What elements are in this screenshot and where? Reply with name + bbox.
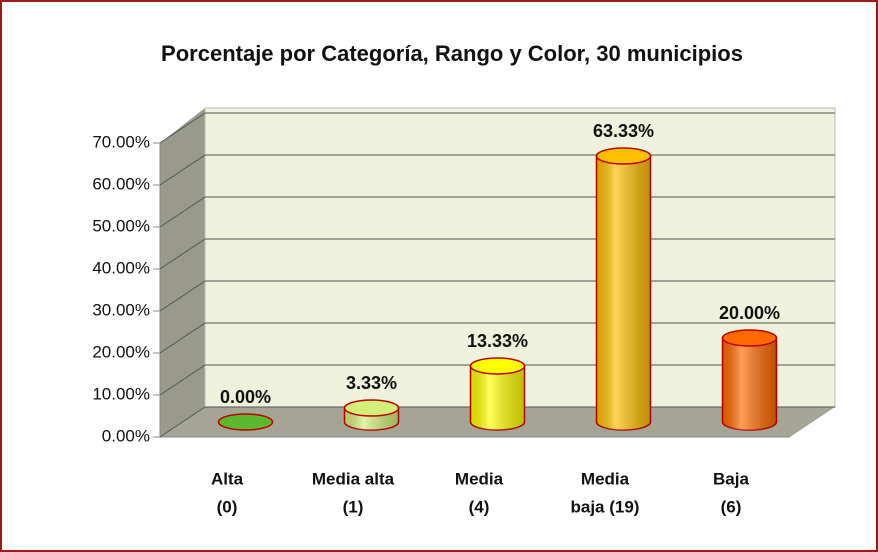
y-tick-label: 50.00% — [92, 216, 150, 235]
grid-line — [159, 364, 206, 396]
value-label: 63.33% — [593, 121, 654, 141]
bar — [469, 357, 526, 431]
grid-line — [159, 406, 206, 438]
grid-line — [159, 322, 206, 354]
grid-line — [159, 238, 206, 270]
grid-line — [159, 154, 206, 186]
bar — [721, 329, 778, 431]
y-tick-label: 20.00% — [92, 342, 150, 361]
x-tick-label: Media — [455, 469, 504, 488]
bar-shade — [596, 156, 651, 430]
y-tick-label: 10.00% — [92, 384, 150, 403]
y-tick-label: 70.00% — [92, 132, 150, 151]
x-tick-label: Alta — [211, 469, 244, 488]
bar-top — [595, 147, 652, 165]
y-tick-label: 30.00% — [92, 300, 150, 319]
side-wall — [160, 108, 205, 437]
bar-top — [343, 399, 400, 417]
bar-top — [469, 357, 526, 375]
chart-title: Porcentaje por Categoría, Rango y Color,… — [161, 41, 743, 66]
x-tick-label: (0) — [217, 497, 238, 516]
bar — [217, 413, 274, 431]
x-tick-label: Media alta — [312, 469, 395, 488]
grid-line — [159, 280, 206, 312]
value-label: 3.33% — [346, 373, 397, 393]
value-label: 20.00% — [719, 303, 780, 323]
grid-line — [159, 196, 206, 228]
x-tick-label: (4) — [469, 497, 490, 516]
bar — [343, 399, 400, 431]
bar-top — [721, 329, 778, 347]
x-tick-label: baja (19) — [571, 497, 640, 516]
y-tick-label: 60.00% — [92, 174, 150, 193]
grid-line — [159, 112, 206, 144]
value-label: 13.33% — [467, 331, 528, 351]
x-tick-label: Media — [581, 469, 630, 488]
y-tick-label: 0.00% — [102, 426, 150, 445]
bar-shade — [722, 338, 777, 430]
x-tick-label: (1) — [343, 497, 364, 516]
x-tick-label: Baja — [713, 469, 749, 488]
bar-shade — [470, 366, 525, 430]
value-label: 0.00% — [220, 387, 271, 407]
bar — [595, 147, 652, 431]
x-tick-label: (6) — [721, 497, 742, 516]
bar-top — [217, 413, 274, 431]
y-tick-label: 40.00% — [92, 258, 150, 277]
